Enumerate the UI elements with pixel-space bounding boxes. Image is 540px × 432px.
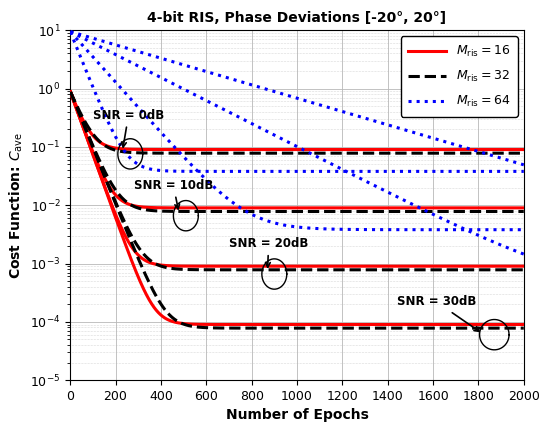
- Text: SNR = 30dB: SNR = 30dB: [397, 295, 479, 331]
- Legend: $M_{\mathrm{ris}} = 16$, $M_{\mathrm{ris}} = 32$, $M_{\mathrm{ris}} = 64$: $M_{\mathrm{ris}} = 16$, $M_{\mathrm{ris…: [401, 36, 517, 117]
- Text: SNR = 0dB: SNR = 0dB: [93, 109, 164, 147]
- Title: 4-bit RIS, Phase Deviations [-20°, 20°]: 4-bit RIS, Phase Deviations [-20°, 20°]: [147, 11, 447, 25]
- Text: SNR = 20dB: SNR = 20dB: [229, 237, 308, 267]
- X-axis label: Number of Epochs: Number of Epochs: [226, 408, 368, 422]
- Text: SNR = 10dB: SNR = 10dB: [134, 179, 213, 209]
- Y-axis label: Cost Function: $C_{\mathrm{ave}}$: Cost Function: $C_{\mathrm{ave}}$: [7, 132, 25, 279]
